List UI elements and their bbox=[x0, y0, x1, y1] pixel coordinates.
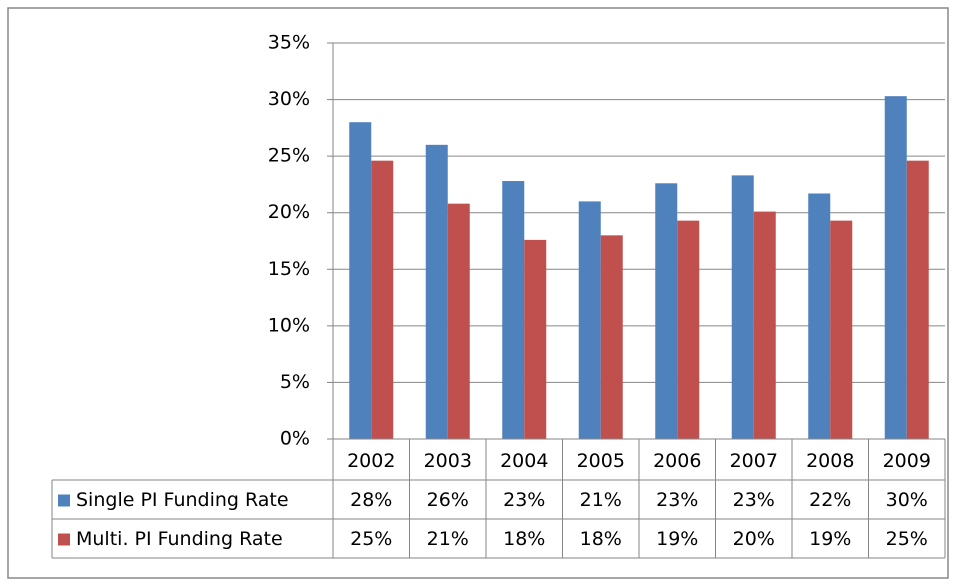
chart-frame bbox=[7, 7, 949, 579]
bar bbox=[524, 239, 547, 439]
value-label: 18% bbox=[580, 528, 622, 550]
bar bbox=[371, 160, 394, 439]
bar bbox=[578, 201, 601, 439]
y-tick-label: 25% bbox=[268, 145, 310, 167]
x-tick-label: 2002 bbox=[347, 450, 395, 472]
x-tick-label: 2007 bbox=[730, 450, 778, 472]
bar bbox=[906, 160, 929, 439]
bar bbox=[731, 175, 754, 439]
x-tick-label: 2006 bbox=[653, 450, 701, 472]
bar bbox=[425, 144, 448, 440]
y-tick-label: 10% bbox=[268, 314, 310, 336]
value-label: 25% bbox=[886, 528, 928, 550]
bar bbox=[447, 203, 470, 439]
value-label: 21% bbox=[427, 528, 469, 550]
value-label: 18% bbox=[503, 528, 545, 550]
value-label: 21% bbox=[580, 489, 622, 511]
bar bbox=[655, 183, 678, 439]
value-label: 22% bbox=[809, 489, 851, 511]
value-label: 23% bbox=[656, 489, 698, 511]
y-tick-label: 35% bbox=[268, 32, 310, 54]
x-tick-label: 2008 bbox=[806, 450, 854, 472]
value-label: 23% bbox=[733, 489, 775, 511]
legend-label: Multi. PI Funding Rate bbox=[76, 528, 283, 550]
value-label: 20% bbox=[733, 528, 775, 550]
bar bbox=[808, 193, 831, 439]
y-tick-label: 5% bbox=[280, 371, 310, 393]
value-label: 25% bbox=[350, 528, 392, 550]
bar bbox=[502, 181, 525, 439]
y-tick-label: 20% bbox=[268, 201, 310, 223]
bar bbox=[884, 96, 907, 440]
x-tick-label: 2004 bbox=[500, 450, 548, 472]
value-label: 26% bbox=[427, 489, 469, 511]
value-label: 23% bbox=[503, 489, 545, 511]
legend-label: Single PI Funding Rate bbox=[76, 489, 289, 511]
value-label: 19% bbox=[656, 528, 698, 550]
y-tick-label: 15% bbox=[268, 258, 310, 280]
y-tick-label: 30% bbox=[268, 88, 310, 110]
x-tick-label: 2003 bbox=[424, 450, 472, 472]
x-tick-label: 2005 bbox=[577, 450, 625, 472]
bar bbox=[600, 235, 623, 439]
legend-swatch bbox=[58, 494, 70, 507]
value-label: 30% bbox=[886, 489, 928, 511]
y-tick-label: 0% bbox=[280, 428, 310, 450]
bar bbox=[830, 220, 853, 439]
legend-swatch bbox=[58, 533, 70, 546]
bar bbox=[753, 211, 776, 439]
bar bbox=[677, 220, 700, 439]
bar bbox=[349, 122, 372, 439]
value-label: 19% bbox=[809, 528, 851, 550]
x-tick-label: 2009 bbox=[883, 450, 931, 472]
value-label: 28% bbox=[350, 489, 392, 511]
